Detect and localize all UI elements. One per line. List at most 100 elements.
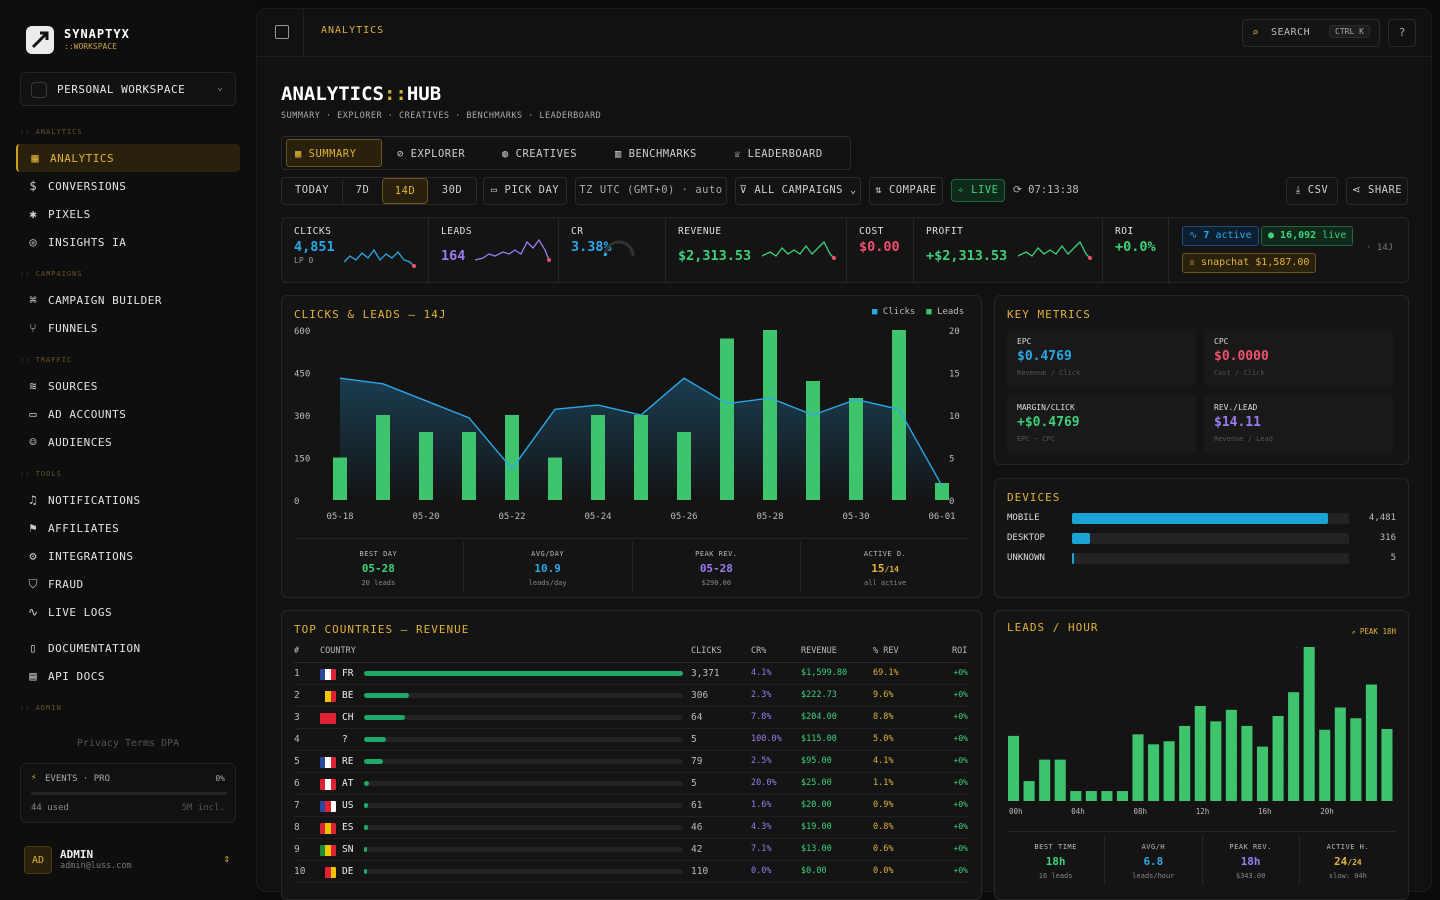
nav-affiliates[interactable]: ⚑ AFFILIATES xyxy=(16,514,240,542)
table-row[interactable]: 10 DE 110 0.0% $0.00 0.0% +0% xyxy=(294,861,968,883)
th-n: # xyxy=(294,646,300,656)
tab-summary[interactable]: ▦ SUMMARY xyxy=(295,148,357,160)
range-30d[interactable]: 30D xyxy=(428,178,476,204)
nav-label: API DOCS xyxy=(48,670,105,683)
range-group xyxy=(281,177,477,205)
grid-dot xyxy=(1296,666,1298,668)
clock-time: 07:13:38 xyxy=(1028,184,1079,196)
table-row[interactable]: 1 FR 3,371 4.1% $1,599.80 69.1% +0% xyxy=(294,663,968,685)
grid-dot xyxy=(1106,766,1108,768)
metric-cpc: CPC $0.0000 Cost / Click xyxy=(1204,329,1393,387)
cell-rev-share: 0.6% xyxy=(873,844,894,854)
stat-sub: 20 leads xyxy=(361,579,396,587)
hour-bar xyxy=(1225,709,1237,801)
table-row[interactable]: 4? 5 100.0% $115.00 5.0% +0% xyxy=(294,729,968,751)
grid-dot xyxy=(1026,686,1028,688)
range-14d[interactable]: 14D xyxy=(382,178,428,204)
y-tick-right: 0 xyxy=(949,497,954,507)
nav-notifications[interactable]: ♫ NOTIFICATIONS xyxy=(16,486,240,514)
tab-leaderboard[interactable]: ♕ LEADERBOARD xyxy=(734,148,823,160)
table-row[interactable]: 9 SN 42 7.1% $13.00 0.6% +0% xyxy=(294,839,968,861)
pick-day-button[interactable]: ▭ PICK DAY xyxy=(483,177,567,205)
tab-label: LEADERBOARD xyxy=(747,148,823,160)
timezone-selector[interactable]: TZ UTC (GMT+0) · auto xyxy=(575,177,727,205)
events-usage-card: ⚡ EVENTS · PRO 0% 44 used 5M incl. xyxy=(20,763,236,823)
nav-conversions[interactable]: $ CONVERSIONS xyxy=(16,172,240,200)
nav-integrations[interactable]: ⚙ INTEGRATIONS xyxy=(16,542,240,570)
flag-stripe xyxy=(325,779,331,790)
table-row[interactable]: 5 RE 79 2.5% $95.00 4.1% +0% xyxy=(294,751,968,773)
cell-revenue: $25.00 xyxy=(801,778,832,788)
tab-label: EXPLORER xyxy=(410,148,466,160)
brand-logo-icon[interactable] xyxy=(26,26,54,54)
live-visits-badge[interactable]: ● 16,092 live xyxy=(1261,226,1354,246)
active-campaigns-badge[interactable]: ∿ 7 active xyxy=(1182,226,1259,246)
grid-dot xyxy=(1146,686,1148,688)
tab-explorer[interactable]: ⊘ EXPLORER xyxy=(397,148,466,160)
nav-documentation[interactable]: ▯ DOCUMENTATION xyxy=(16,634,240,662)
table-row[interactable]: 2 BE 306 2.3% $222.73 9.6% +0% xyxy=(294,685,968,707)
range-7d[interactable]: 7D xyxy=(342,178,382,204)
tab-benchmarks[interactable]: ▥ BENCHMARKS xyxy=(615,148,697,160)
csv-button[interactable]: ⤓ CSV xyxy=(1286,177,1338,205)
peak-badge: ↗ PEAK 18H xyxy=(1350,627,1396,636)
grid-dot xyxy=(1216,706,1218,708)
cell-rev-share: 5.0% xyxy=(873,734,894,744)
grid-dot xyxy=(1226,646,1228,648)
x-tick: 05-22 xyxy=(498,512,525,522)
nav-insights[interactable]: ◎ INSIGHTS IA xyxy=(16,228,240,256)
metric-sub: EPC − CPC xyxy=(1017,435,1055,443)
table-row[interactable]: 7 US 61 1.6% $20.00 0.9% +0% xyxy=(294,795,968,817)
legal-links[interactable]: Privacy Terms DPA xyxy=(76,738,180,749)
tab-creatives[interactable]: ◍ CREATIVES xyxy=(502,148,578,160)
nav-analytics[interactable]: ▦ ANALYTICS xyxy=(16,144,240,172)
grid-dot xyxy=(1086,666,1088,668)
range-today[interactable]: TODAY xyxy=(282,178,342,204)
nav-api-docs[interactable]: ▤ API DOCS xyxy=(16,662,240,690)
share-button[interactable]: ⋖ SHARE xyxy=(1346,177,1408,205)
nav-audiences[interactable]: ☺ AUDIENCES xyxy=(16,428,240,456)
cell-roi: +0% xyxy=(953,844,968,853)
nav-campaign-builder[interactable]: ⌘ CAMPAIGN BUILDER xyxy=(16,286,240,314)
cell-clicks: 64 xyxy=(691,712,703,723)
chevrons-updown-icon[interactable]: ⇕ xyxy=(223,852,230,865)
revenue-bar-fill xyxy=(364,781,370,786)
metric-label: CPC xyxy=(1214,337,1229,346)
y-tick-right: 15 xyxy=(949,370,960,380)
live-toggle[interactable]: ✧ LIVE xyxy=(951,179,1005,202)
grid-dot xyxy=(1356,686,1358,688)
period-label: · 14J xyxy=(1366,243,1394,253)
help-icon[interactable]: ? xyxy=(1388,19,1416,47)
kpi-strip: CLICKS 4,851 LP 0 LEADS 164 CR 3.38% REV… xyxy=(281,217,1409,283)
nav-label: SOURCES xyxy=(48,380,98,393)
grid-dot xyxy=(1076,666,1078,668)
kpi-value: +0.0% xyxy=(1115,239,1156,255)
table-row[interactable]: 3 CH 64 7.8% $204.00 8.8% +0% xyxy=(294,707,968,729)
table-row[interactable]: 8 ES 46 4.3% $19.00 0.8% +0% xyxy=(294,817,968,839)
campaign-filter[interactable]: ⊽ ALL CAMPAIGNS ⌄ xyxy=(735,177,861,205)
hour-bar xyxy=(1101,791,1113,801)
sidebar-toggle-icon[interactable] xyxy=(275,25,289,39)
top-source-badge[interactable]: ♕ snapchat $1,587.00 xyxy=(1182,253,1317,273)
table-row[interactable]: 6 AT 5 20.0% $25.00 1.1% +0% xyxy=(294,773,968,795)
compare-button[interactable]: ⇅ COMPARE xyxy=(869,177,943,205)
grid-dot xyxy=(1226,666,1228,668)
nav-funnels[interactable]: ⑂ FUNNELS xyxy=(16,314,240,342)
search-button[interactable]: ⌕ SEARCH CTRL K xyxy=(1242,19,1380,47)
workspace-selector[interactable]: PERSONAL WORKSPACE ⌄ xyxy=(20,72,236,106)
hour-bar xyxy=(1350,718,1362,801)
nav-pixels[interactable]: ✱ PIXELS xyxy=(16,200,240,228)
grid-dot xyxy=(1076,686,1078,688)
nav-ad-accounts[interactable]: ▭ AD ACCOUNTS xyxy=(16,400,240,428)
flag-stripe xyxy=(330,669,336,680)
nav-sources[interactable]: ≋ SOURCES xyxy=(16,372,240,400)
devices-card: DEVICES MOBILE 4,481 DESKTOP 316 UNKNOWN 5 xyxy=(994,478,1409,598)
section-analytics: :: ANALYTICS xyxy=(20,128,83,136)
nav-fraud[interactable]: ⛉ FRAUD xyxy=(16,570,240,598)
grid-dot xyxy=(1316,686,1318,688)
grid-dot xyxy=(1036,686,1038,688)
admin-profile[interactable]: AD ADMIN admin@luss.com ⇕ xyxy=(20,842,236,882)
grid-dot xyxy=(1216,666,1218,668)
nav-live-logs[interactable]: ∿ LIVE LOGS xyxy=(16,598,240,626)
source-name: snapchat xyxy=(1201,257,1250,268)
